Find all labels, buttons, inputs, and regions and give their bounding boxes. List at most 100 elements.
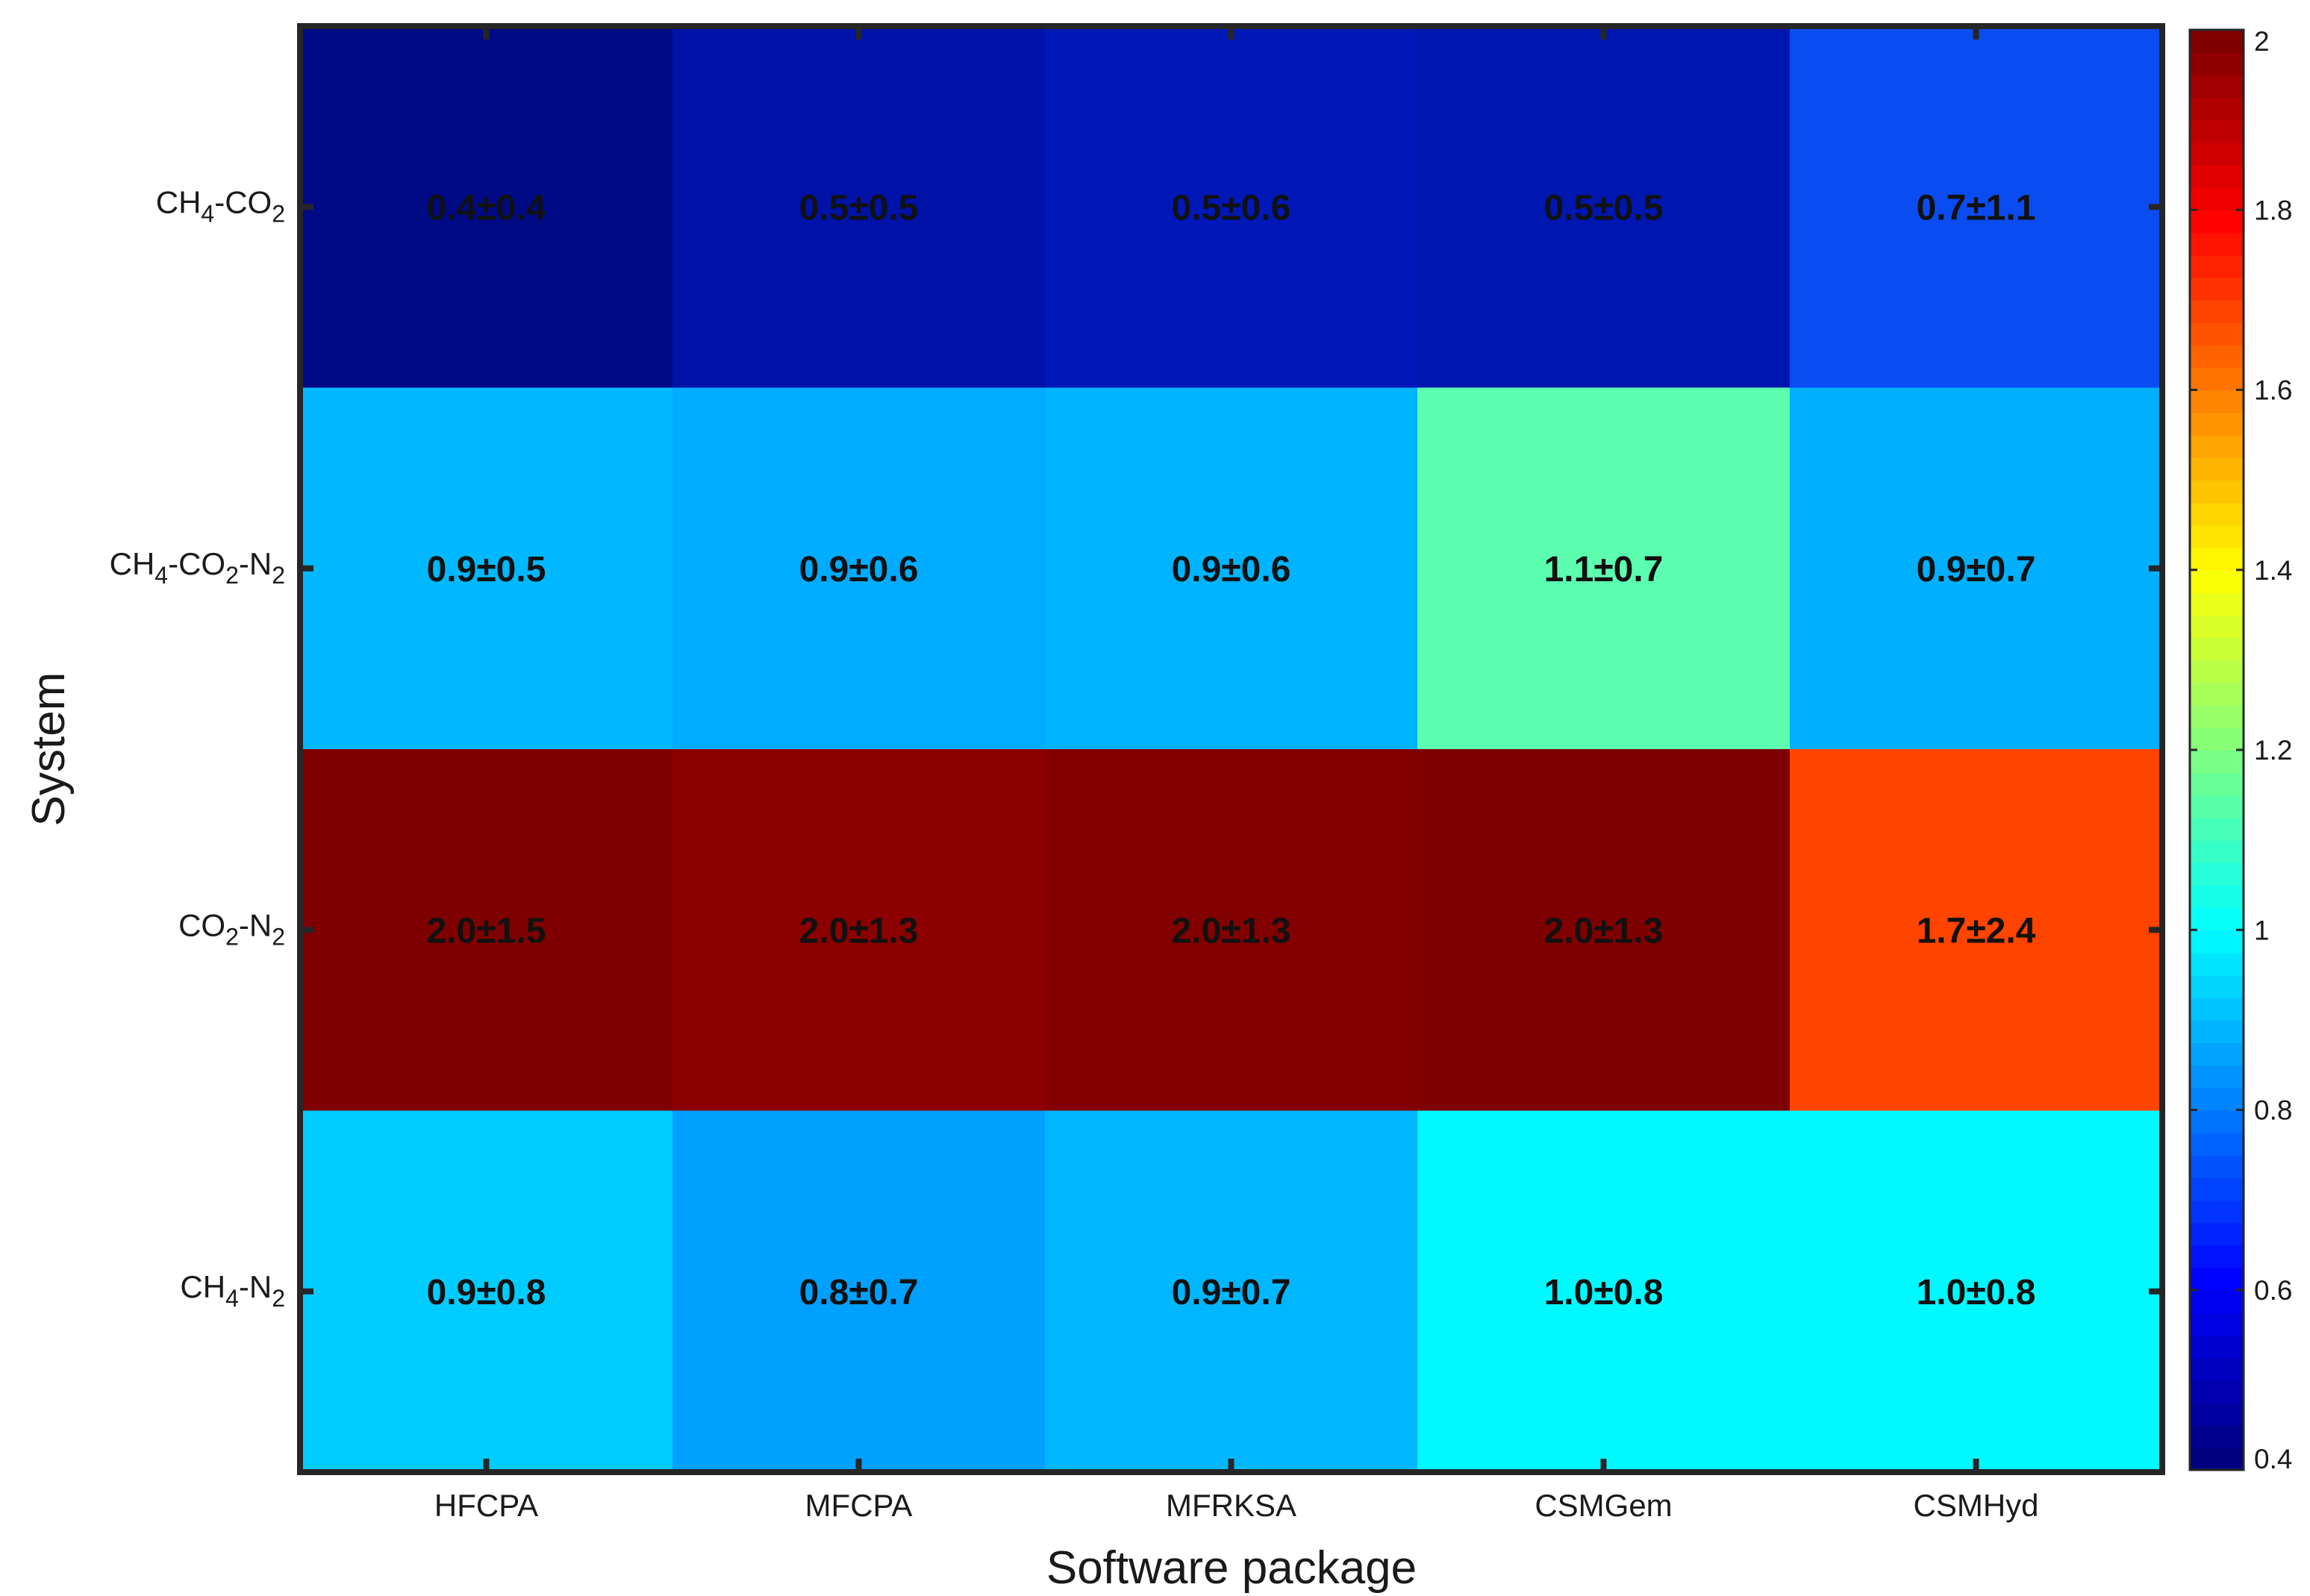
heatmap-cell <box>300 387 673 750</box>
heatmap-cell <box>1790 1110 2163 1473</box>
colorbar-segment <box>2190 254 2244 278</box>
colorbar-segment <box>2190 1132 2244 1156</box>
colorbar-tick-label: 0.4 <box>2254 1444 2292 1474</box>
cell-value-label: 0.5±0.5 <box>1544 188 1664 228</box>
colorbar-segment <box>2190 1065 2244 1089</box>
colorbar-segment <box>2190 839 2244 863</box>
colorbar-segment <box>2190 1312 2244 1336</box>
colorbar-segment <box>2190 232 2244 256</box>
x-tick-label: CSMGem <box>1535 1488 1672 1523</box>
heatmap-cell <box>1045 1110 1418 1473</box>
heatmap-cell <box>300 749 673 1111</box>
heatmap-cell-labels: 0.4±0.4 0.5±0.5 0.5±0.6 0.5±0.5 0.7±1.1 0.9±0… <box>427 188 2036 1312</box>
colorbar-segment <box>2190 210 2244 234</box>
colorbar-tick-label: 0.8 <box>2254 1095 2292 1126</box>
heatmap-cell <box>1417 749 1791 1111</box>
colorbar-segment <box>2190 1402 2244 1426</box>
cell-value-label: 0.7±1.1 <box>1917 188 2036 228</box>
cell-value-label: 1.0±0.8 <box>1917 1273 2036 1312</box>
colorbar-segment <box>2190 1245 2244 1268</box>
colorbar-segment <box>2190 615 2244 639</box>
colorbar-segment <box>2190 817 2244 841</box>
colorbar-segment <box>2190 660 2244 683</box>
colorbar-segment <box>2190 727 2244 751</box>
colorbar-segment <box>2190 457 2244 481</box>
colorbar-segment <box>2190 772 2244 796</box>
colorbar-segment <box>2190 1042 2244 1066</box>
x-tick-label: HFCPA <box>434 1488 538 1523</box>
heatmap-cell <box>1790 387 2163 750</box>
y-axis-title: System <box>23 672 75 827</box>
colorbar-segment <box>2190 322 2244 346</box>
cell-value-label: 1.7±2.4 <box>1917 911 2036 951</box>
colorbar-segment <box>2190 795 2244 819</box>
colorbar-segment <box>2190 547 2244 571</box>
cell-value-label: 2.0±1.3 <box>1544 911 1664 951</box>
colorbar-segment <box>2190 97 2244 121</box>
cell-value-label: 0.9±0.7 <box>1917 550 2036 589</box>
colorbar-tick-label: 2 <box>2254 26 2270 57</box>
y-tick-label: CH4​-N2​ <box>180 1269 285 1312</box>
colorbar-segment <box>2190 1357 2244 1381</box>
heatmap-cells <box>300 26 2163 1473</box>
colorbar-segment <box>2190 367 2244 391</box>
colorbar-tick-label: 1.8 <box>2254 195 2292 225</box>
colorbar-segment <box>2190 1267 2244 1291</box>
colorbar-segment <box>2190 930 2244 954</box>
cell-value-label: 0.8±0.7 <box>799 1273 919 1312</box>
cell-value-label: 1.1±0.7 <box>1544 550 1664 589</box>
colorbar-segment <box>2190 164 2244 189</box>
colorbar-tick-label: 1 <box>2254 915 2270 945</box>
y-tick-label: CH4​-CO2​-N2​ <box>110 546 285 589</box>
colorbar-segment <box>2190 30 2244 54</box>
colorbar-tick-label: 0.6 <box>2254 1275 2292 1306</box>
cell-value-label: 0.9±0.5 <box>427 550 546 589</box>
colorbar-segment <box>2190 1380 2244 1403</box>
heatmap-cell <box>672 749 1046 1111</box>
colorbar-segment <box>2190 1019 2244 1044</box>
y-axis-tick-labels: CH4​-CO2​ CH4​-CO2​-N2​ CO2​-N2​ CH4​-N2​ <box>110 184 285 1312</box>
colorbar-segment <box>2190 974 2244 998</box>
colorbar-segment <box>2190 1424 2244 1448</box>
heatmap-cell <box>672 387 1046 750</box>
colorbar-segment <box>2190 480 2244 504</box>
colorbar-segment <box>2190 637 2244 661</box>
heatmap-cell <box>1417 387 1791 750</box>
x-tick-label: MFCPA <box>805 1488 913 1523</box>
heatmap-cell <box>672 26 1046 388</box>
cell-value-label: 0.5±0.5 <box>799 188 919 228</box>
colorbar-tick-label: 1.2 <box>2254 735 2292 766</box>
colorbar-segment <box>2190 525 2244 548</box>
heatmap-cell <box>1790 26 2163 388</box>
y-tick-label: CO2​-N2​ <box>178 907 285 950</box>
colorbar-segment <box>2190 187 2244 211</box>
cell-value-label: 2.0±1.3 <box>1172 911 1291 951</box>
colorbar-segment <box>2190 1447 2244 1471</box>
y-tick-label: CH4​-CO2​ <box>156 184 285 227</box>
colorbar-segment <box>2190 1177 2244 1201</box>
cell-value-label: 0.9±0.6 <box>799 550 919 589</box>
colorbar-segment <box>2190 997 2244 1021</box>
x-tick-label: CSMHyd <box>1913 1488 2038 1523</box>
cell-value-label: 0.9±0.6 <box>1172 550 1291 589</box>
heatmap-cell <box>300 26 673 388</box>
colorbar-segment <box>2190 277 2244 301</box>
colorbar-tick-label: 1.4 <box>2254 555 2292 586</box>
colorbar-segment <box>2190 119 2244 143</box>
heatmap-cell <box>1417 1110 1791 1473</box>
heatmap-cell <box>672 1110 1046 1473</box>
colorbar-segment <box>2190 1335 2244 1359</box>
heatmap-cell <box>1417 26 1791 388</box>
colorbar-segment <box>2190 907 2244 931</box>
colorbar-segment <box>2190 52 2244 76</box>
colorbar: 0.4 0.6 0.8 1 1.2 1.4 1.6 1.8 2 <box>2188 26 2292 1474</box>
cell-value-label: 0.4±0.4 <box>427 188 546 228</box>
colorbar-segment <box>2190 299 2244 324</box>
cell-value-label: 2.0±1.5 <box>427 911 546 951</box>
cell-value-label: 2.0±1.3 <box>799 911 919 951</box>
colorbar-segment <box>2190 862 2244 886</box>
colorbar-segment <box>2190 750 2244 774</box>
colorbar-segment <box>2190 434 2244 458</box>
colorbar-segment <box>2190 412 2244 436</box>
